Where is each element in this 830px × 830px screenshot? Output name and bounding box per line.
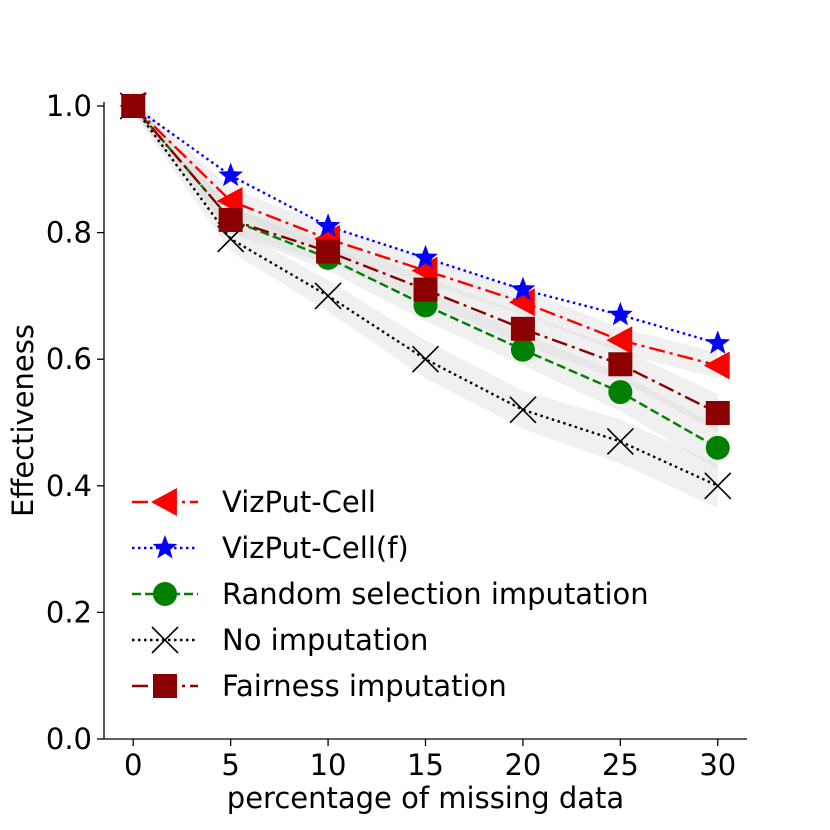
legend-label-4: Fairness imputation — [222, 669, 507, 703]
y-tick-label-1: 0.2 — [46, 595, 92, 629]
legend-marker-0 — [151, 488, 177, 516]
data-point-3-3 — [411, 345, 440, 373]
data-point-4-5 — [608, 352, 633, 377]
data-point-1-6 — [705, 330, 731, 354]
x-tick-label-3: 15 — [407, 748, 444, 782]
legend-marker-2 — [153, 582, 177, 606]
band-3 — [133, 99, 718, 508]
legend: VizPut-Cell VizPut-Cell(f) Random selectio… — [132, 485, 649, 703]
legend-label-2: Random selection imputation — [222, 577, 649, 611]
y-axis-title: Effectiveness — [6, 324, 40, 517]
data-point-3-6 — [704, 472, 732, 500]
axes — [97, 102, 747, 746]
data-point-2-4 — [510, 337, 535, 362]
data-point-2-6 — [705, 435, 730, 460]
data-point-2-5 — [608, 380, 633, 405]
data-point-3-5 — [606, 427, 634, 456]
y-tick-label-4: 0.8 — [46, 216, 92, 250]
band-2 — [133, 99, 718, 470]
x-axis-title: percentage of missing data — [227, 781, 624, 815]
y-tick-label-5: 1.0 — [46, 89, 92, 123]
y-tick-label-2: 0.4 — [46, 469, 92, 503]
data-point-0-6 — [703, 351, 730, 380]
legend-label-3: No imputation — [222, 623, 428, 657]
data-point-4-6 — [705, 401, 730, 426]
data-point-1-3 — [413, 244, 438, 269]
data-point-4-0 — [121, 94, 146, 118]
band-4 — [133, 99, 718, 432]
data-point-3-4 — [509, 396, 537, 424]
legend-label-1: VizPut-Cell(f) — [222, 531, 409, 565]
legend-marker-3 — [151, 626, 179, 654]
x-tick-label-5: 25 — [602, 748, 639, 782]
data-point-1-4 — [510, 276, 536, 301]
legend-label-0: VizPut-Cell — [222, 485, 376, 519]
data-point-1-1 — [218, 162, 244, 187]
tick-labels: 0 5 10 15 20 25 30 0.0 0.2 0.4 0.6 0.8 1.0 — [46, 89, 736, 782]
x-tick-label-0: 0 — [124, 748, 142, 782]
series-markers — [119, 92, 732, 500]
y-tick-label-3: 0.6 — [46, 342, 92, 376]
x-tick-label-4: 20 — [504, 748, 541, 782]
x-tick-label-6: 30 — [699, 748, 736, 782]
data-point-0-5 — [606, 326, 633, 355]
data-point-4-1 — [218, 207, 243, 232]
data-point-1-5 — [607, 301, 633, 326]
data-point-4-4 — [510, 316, 535, 341]
data-point-3-2 — [314, 282, 342, 310]
x-tick-label-1: 5 — [221, 748, 239, 782]
data-point-4-3 — [413, 277, 438, 302]
data-point-1-2 — [315, 213, 341, 237]
legend-marker-4 — [153, 674, 177, 698]
data-point-4-2 — [316, 239, 341, 264]
legend-marker-1 — [152, 535, 178, 559]
y-tick-label-0: 0.0 — [46, 722, 92, 756]
x-tick-label-2: 10 — [310, 748, 347, 782]
